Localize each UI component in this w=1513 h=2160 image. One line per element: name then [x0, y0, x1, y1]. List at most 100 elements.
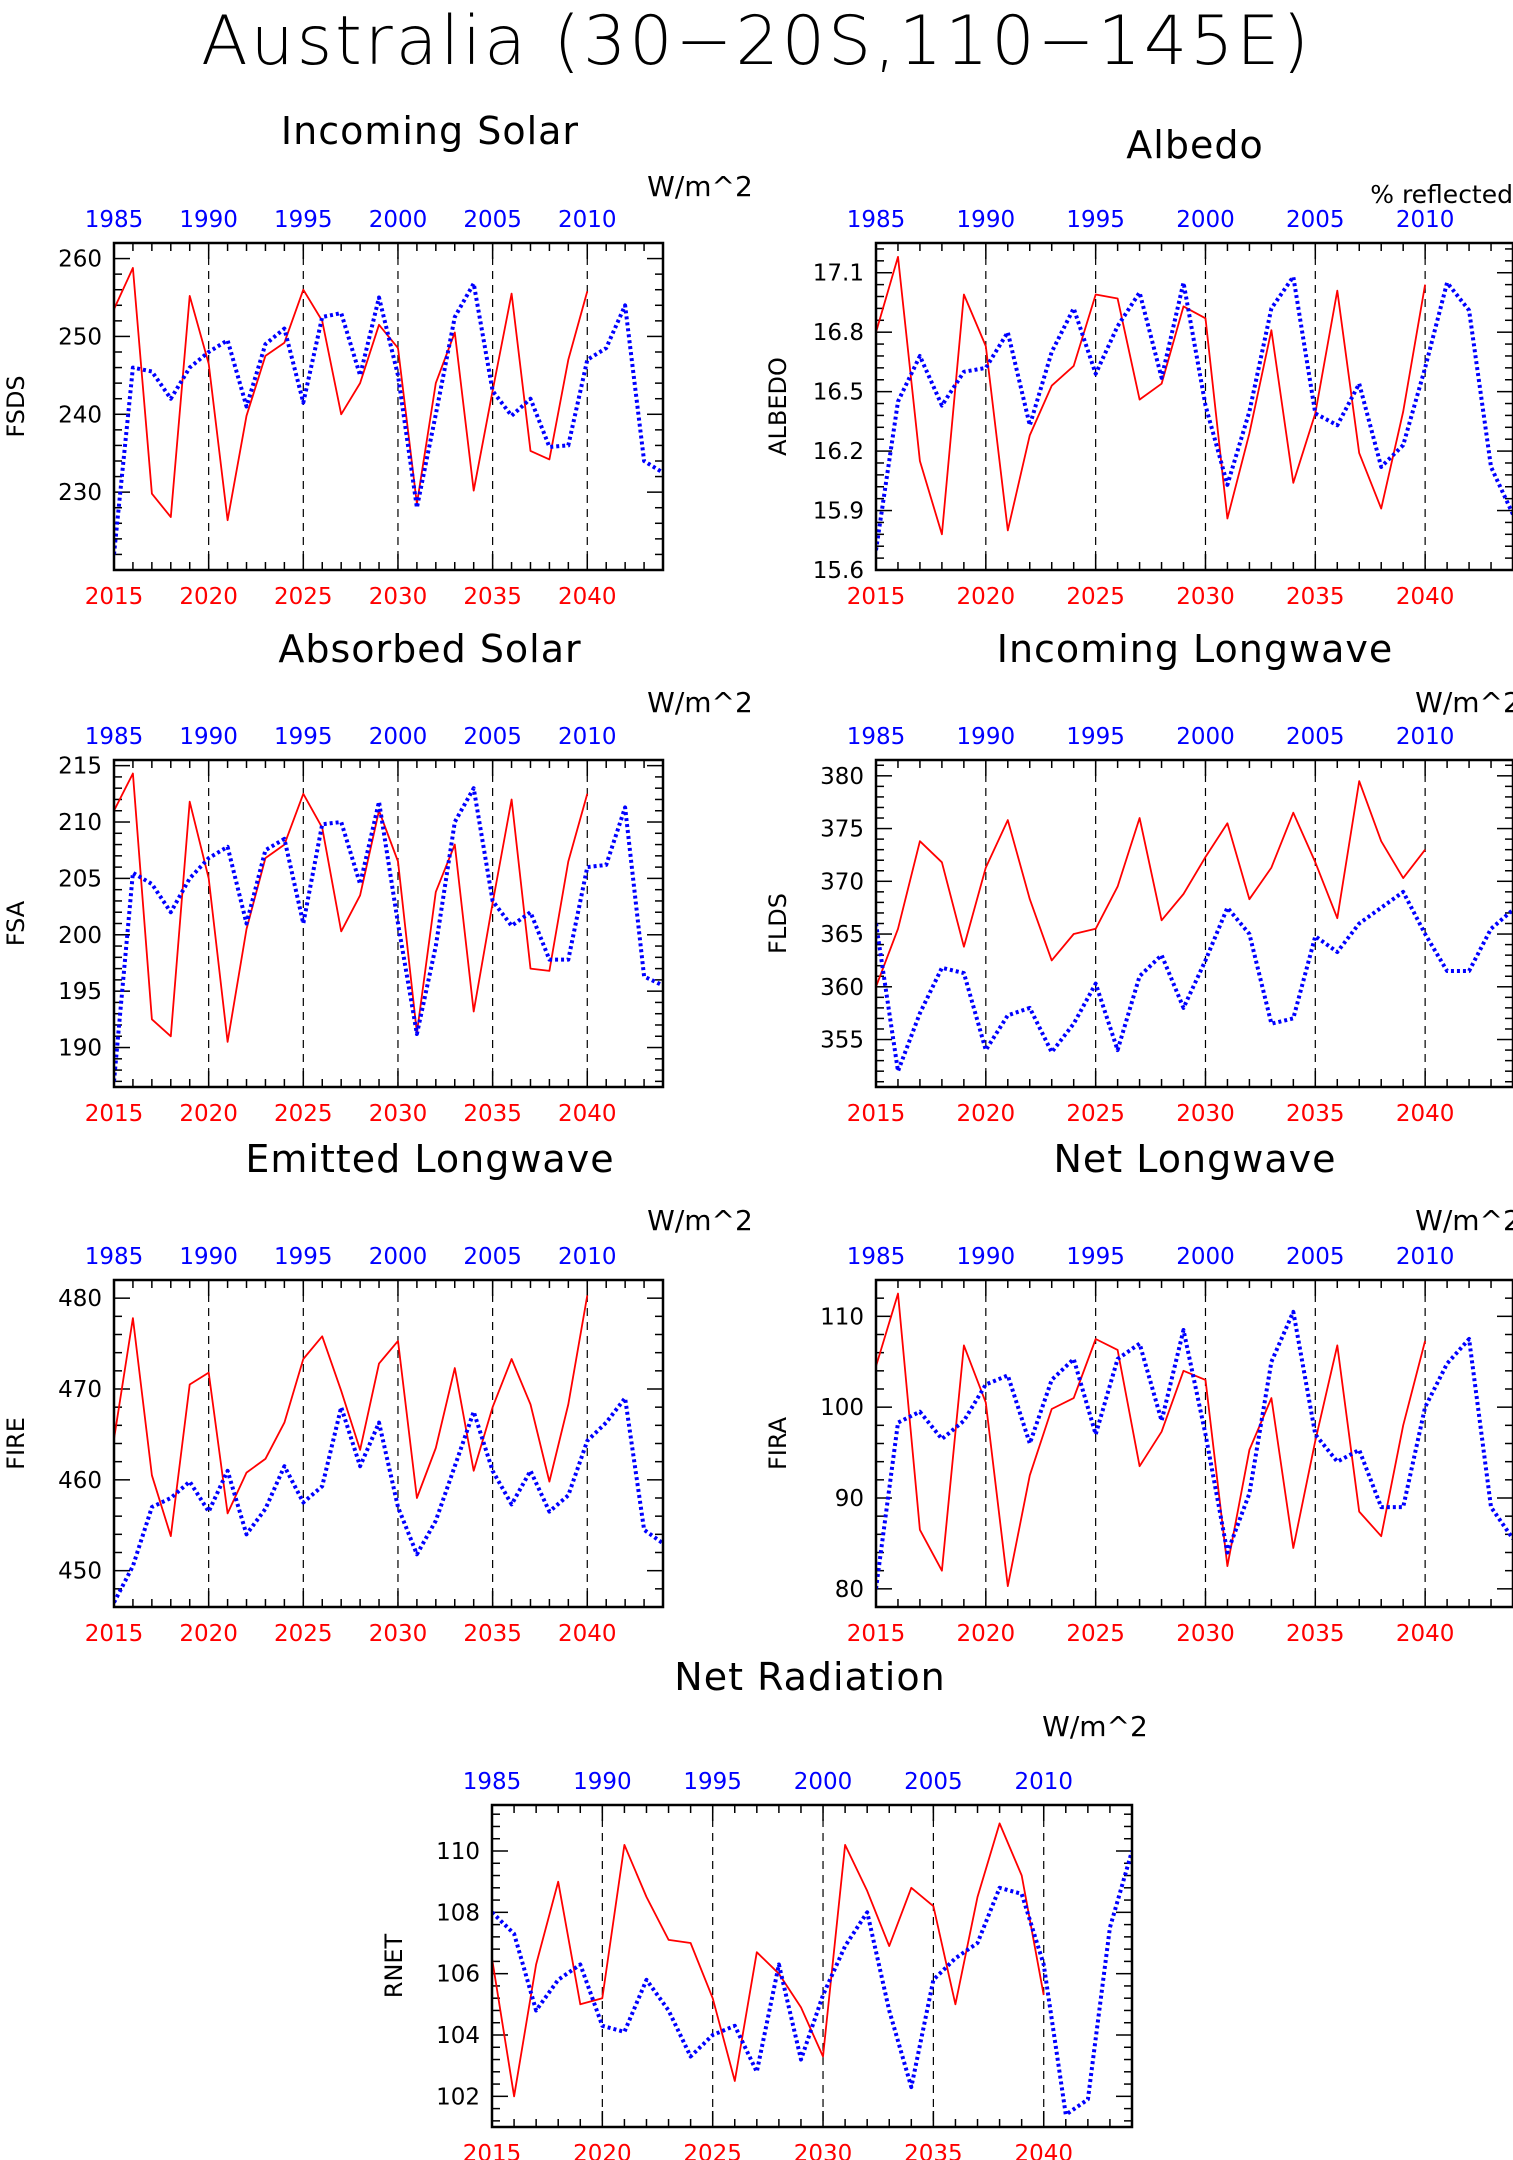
- plot-frame: [874, 758, 1513, 1089]
- future-series-line: [114, 266, 589, 522]
- x-tick-label: 2020: [573, 2141, 632, 2160]
- plot-frame: [112, 1278, 665, 1609]
- x-tick-label-top: 2000: [369, 207, 428, 233]
- historical-series-line: [114, 1396, 663, 1604]
- figure-title: Australia (30−20S,110−145E): [201, 2, 1312, 81]
- x-tick-label-top: 1995: [274, 1244, 333, 1270]
- x-tick-label-top: 1995: [274, 724, 333, 750]
- x-tick-label: 2040: [1014, 2141, 1073, 2160]
- chart-panel-3: Absorbed Solar W/m^2 FSA 2015 2020 2025 2030 20…: [2, 627, 753, 1127]
- x-tick-label: 2015: [85, 1621, 144, 1647]
- chart-panel-6: Net Longwave W/m^2 FIRA 2015 2020 2025 2030 203…: [764, 1137, 1513, 1647]
- y-tick-label: 215: [58, 754, 102, 780]
- plot-frame: [874, 241, 1513, 572]
- x-tick-label-top: 2005: [1286, 724, 1345, 750]
- x-tick-label-top: 2005: [1286, 1244, 1345, 1270]
- x-tick-label-top: 2005: [463, 724, 522, 750]
- x-tick-label: 2015: [847, 584, 906, 610]
- historical-series-line: [492, 1850, 1132, 2117]
- x-tick-label: 2025: [274, 584, 333, 610]
- x-tick-label-top: 2010: [1396, 1244, 1455, 1270]
- x-tick-label: 2040: [1396, 1101, 1455, 1127]
- x-tick-label: 2015: [463, 2141, 522, 2160]
- units-label: W/m^2: [1042, 1710, 1148, 1743]
- y-tick-label: 470: [58, 1377, 102, 1403]
- future-series-line: [876, 780, 1426, 988]
- x-tick-label: 2040: [1396, 584, 1455, 610]
- x-tick-label-top: 1985: [463, 1769, 522, 1795]
- panel-title: Net Radiation: [674, 1655, 945, 1699]
- x-tick-label-top: 2000: [369, 724, 428, 750]
- x-tick-label: 2035: [1286, 1101, 1345, 1127]
- y-tick-label: 17.1: [813, 261, 864, 287]
- x-tick-label: 2035: [1286, 1621, 1345, 1647]
- y-tick-label: 110: [820, 1304, 864, 1330]
- x-tick-label-top: 2005: [463, 207, 522, 233]
- x-tick-label: 2040: [558, 584, 617, 610]
- chart-panel-1: Incoming Solar W/m^2 FSDS 2015 2020 2025 2030 2…: [2, 109, 753, 610]
- x-tick-label-top: 2000: [369, 1244, 428, 1270]
- x-tick-label: 2020: [179, 1621, 238, 1647]
- y-tick-label: 15.9: [813, 499, 864, 525]
- y-axis-label: RNET: [380, 1933, 408, 1998]
- x-tick-label-top: 2000: [794, 1769, 853, 1795]
- panel-title: Emitted Longwave: [245, 1137, 614, 1181]
- units-label: W/m^2: [1415, 686, 1513, 719]
- panel-title: Albedo: [1126, 123, 1263, 167]
- x-tick-label-top: 1985: [847, 724, 906, 750]
- x-tick-label: 2030: [1176, 1621, 1235, 1647]
- x-tick-label: 2020: [957, 1101, 1016, 1127]
- y-tick-label: 80: [835, 1577, 864, 1603]
- y-tick-label: 110: [436, 1839, 480, 1865]
- y-tick-label: 250: [58, 324, 102, 350]
- x-tick-label: 2030: [369, 1101, 428, 1127]
- x-tick-label-top: 1995: [274, 207, 333, 233]
- x-tick-label: 2025: [274, 1101, 333, 1127]
- plot-frame: [112, 758, 665, 1089]
- historical-series-line: [114, 281, 663, 555]
- x-tick-label-top: 1990: [179, 1244, 238, 1270]
- y-tick-label: 360: [820, 975, 864, 1001]
- x-tick-label: 2020: [179, 1101, 238, 1127]
- x-tick-label: 2020: [957, 1621, 1016, 1647]
- future-series-line: [876, 1292, 1426, 1587]
- y-tick-label: 190: [58, 1036, 102, 1062]
- panel-title: Incoming Solar: [281, 109, 579, 153]
- panel-title: Absorbed Solar: [278, 627, 581, 671]
- y-tick-label: 200: [58, 923, 102, 949]
- chart-panel-4: Incoming Longwave W/m^2 FLDS 2015 2020 2025 20…: [764, 627, 1513, 1127]
- x-tick-label-top: 2010: [1396, 207, 1455, 233]
- units-label: % reflected: [1370, 180, 1513, 209]
- x-tick-label-top: 2005: [904, 1769, 963, 1795]
- x-tick-label: 2025: [274, 1621, 333, 1647]
- panel-title: Net Longwave: [1054, 1137, 1337, 1181]
- x-tick-label: 2025: [1066, 1101, 1125, 1127]
- x-tick-label-top: 1990: [179, 724, 238, 750]
- x-tick-label: 2035: [463, 1101, 522, 1127]
- x-tick-label: 2025: [683, 2141, 742, 2160]
- y-axis-label: FIRE: [2, 1417, 30, 1470]
- units-label: W/m^2: [647, 1204, 753, 1237]
- x-tick-label-top: 2010: [558, 207, 617, 233]
- x-tick-label-top: 2000: [1176, 724, 1235, 750]
- y-tick-label: 450: [58, 1559, 102, 1585]
- chart-panel-5: Emitted Longwave W/m^2 FIRE 2015 2020 2025 203…: [2, 1137, 753, 1647]
- historical-series-line: [876, 1309, 1513, 1590]
- y-tick-label: 108: [436, 1900, 480, 1926]
- y-tick-label: 210: [58, 810, 102, 836]
- x-tick-label-top: 2010: [558, 724, 617, 750]
- x-tick-label: 2030: [794, 2141, 853, 2160]
- x-tick-label: 2040: [1396, 1621, 1455, 1647]
- x-tick-label: 2015: [85, 584, 144, 610]
- y-axis-label: FSDS: [2, 375, 30, 437]
- x-tick-label-top: 2005: [1286, 207, 1345, 233]
- plot-frame: [490, 1803, 1134, 2129]
- panel-title: Incoming Longwave: [997, 627, 1393, 671]
- x-tick-label-top: 1990: [179, 207, 238, 233]
- y-tick-label: 102: [436, 2084, 480, 2110]
- y-tick-label: 370: [820, 869, 864, 895]
- x-tick-label: 2015: [847, 1621, 906, 1647]
- plot-frame: [112, 241, 665, 572]
- x-tick-label-top: 1985: [85, 724, 144, 750]
